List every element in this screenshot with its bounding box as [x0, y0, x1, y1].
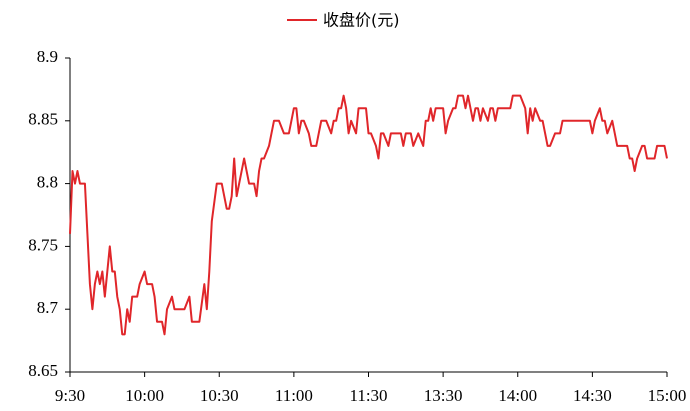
- y-tick-label: 8.85: [28, 110, 58, 129]
- price-line: [69, 94, 668, 336]
- x-tick-label: 10:00: [125, 386, 164, 405]
- x-tick-label: 13:30: [424, 386, 463, 405]
- x-tick-label: 14:00: [498, 386, 537, 405]
- y-tick-label: 8.7: [37, 298, 59, 317]
- legend-label: 收盘价(元): [323, 11, 400, 30]
- x-tick-label: 9:30: [55, 386, 85, 405]
- x-tick-label: 14:30: [573, 386, 612, 405]
- x-tick-label: 11:00: [275, 386, 313, 405]
- y-tick-label: 8.9: [37, 47, 58, 66]
- y-tick-label: 8.75: [28, 235, 58, 254]
- x-tick-label: 10:30: [200, 386, 239, 405]
- x-tick-label: 11:30: [349, 386, 387, 405]
- x-tick-label: 15:00: [648, 386, 687, 405]
- y-tick-label: 8.65: [28, 361, 58, 380]
- y-tick-label: 8.8: [37, 173, 58, 192]
